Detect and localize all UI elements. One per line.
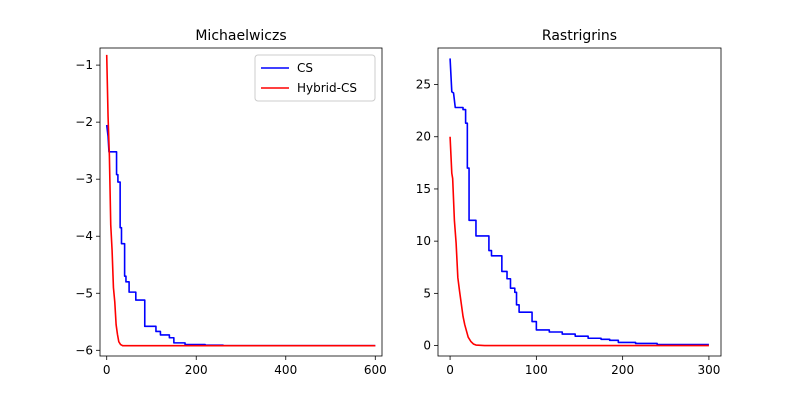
series-line-hybrid-cs [449, 136, 709, 347]
y-tick-label: −1 [75, 58, 93, 72]
chart-title: Rastrigrins [542, 28, 617, 44]
legend-label: Hybrid-CS [297, 81, 357, 95]
x-tick-label: 600 [364, 363, 387, 377]
legend-box [254, 54, 376, 102]
x-tick-label: 200 [611, 363, 634, 377]
y-tick-label: −2 [75, 115, 93, 129]
y-tick-label: −4 [75, 229, 93, 243]
series-group [105, 54, 376, 347]
y-tick-label: −6 [75, 343, 93, 357]
x-tick-label: 200 [185, 363, 208, 377]
y-tick-label: 10 [416, 234, 431, 248]
chart-0: Michaelwiczs 0 200 400 600 −6 −5 −4 −3 −2 −1 CS Hybr… [75, 28, 386, 377]
x-tick-label: 400 [274, 363, 297, 377]
y-tick-label: 5 [423, 286, 431, 300]
series-line-hybrid-cs [105, 54, 376, 347]
series-line-cs [105, 124, 376, 347]
x-tick-label: 0 [103, 363, 111, 377]
chart-1: Rastrigrins 0 100 200 300 0 5 10 15 20 25 [416, 28, 722, 377]
series-group [449, 58, 709, 347]
axes-frame [99, 47, 383, 357]
axes-frame [437, 47, 722, 357]
y-tick-label: 25 [416, 78, 431, 92]
series-line-cs [449, 58, 709, 346]
x-tick-label: 0 [446, 363, 454, 377]
y-tick-label: 0 [423, 339, 431, 353]
x-tick-label: 300 [697, 363, 720, 377]
legend: CS Hybrid-CS [254, 54, 376, 102]
chart-title: Michaelwiczs [195, 28, 286, 44]
legend-label: CS [297, 61, 313, 75]
y-tick-label: −5 [75, 286, 93, 300]
y-tick-label: 20 [416, 130, 431, 144]
x-tick-label: 100 [525, 363, 548, 377]
y-tick-label: 15 [416, 182, 431, 196]
y-tick-label: −3 [75, 172, 93, 186]
